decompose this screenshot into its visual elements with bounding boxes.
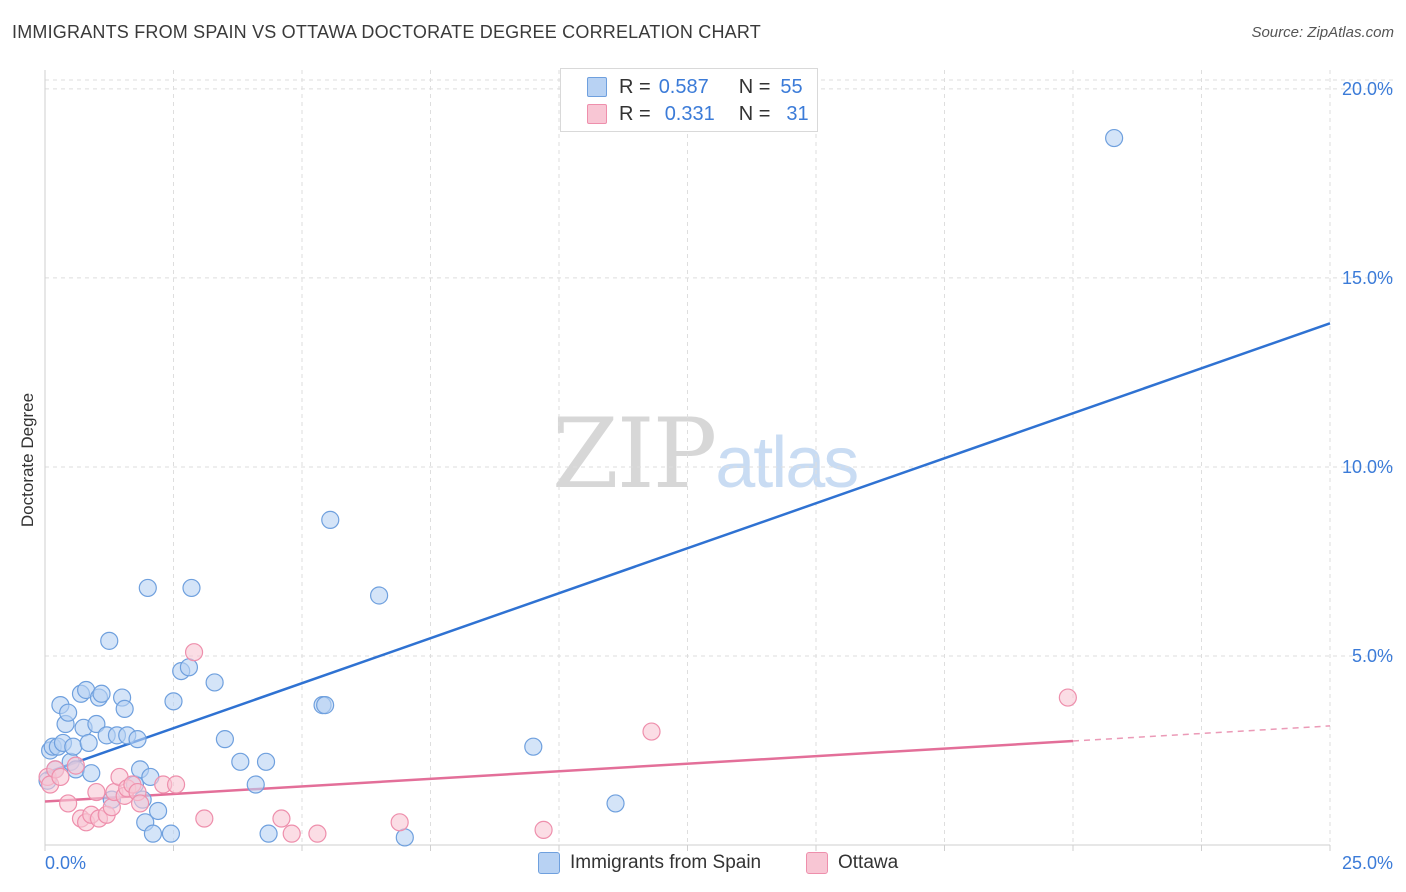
legend-r-value: 0.587 bbox=[658, 75, 709, 98]
axes bbox=[44, 70, 1331, 851]
point-ottawa bbox=[390, 813, 409, 832]
legend-swatch-ottawa bbox=[806, 852, 828, 874]
watermark-zip: ZIP bbox=[552, 398, 717, 510]
legend-n-label: N = bbox=[738, 102, 771, 125]
trendlines bbox=[44, 322, 1331, 803]
point-ottawa bbox=[184, 643, 204, 662]
tick-labels: 5.0% 10.0% 15.0% 20.0% 0.0% 25.0% bbox=[45, 79, 1393, 873]
x-tick-label: 25.0% bbox=[1342, 853, 1393, 873]
legend-n-value: 31 bbox=[786, 102, 809, 125]
point-spain bbox=[606, 794, 625, 813]
legend-label-ottawa: Ottawa bbox=[838, 852, 899, 873]
point-spain bbox=[259, 824, 278, 843]
legend-row-spain: R = 0.587 N = 55 bbox=[587, 74, 803, 100]
legend-item-ottawa[interactable]: Ottawa bbox=[806, 852, 898, 874]
point-spain bbox=[246, 775, 265, 794]
point-ottawa bbox=[282, 824, 301, 843]
legend-n-value: 55 bbox=[780, 75, 803, 98]
point-spain bbox=[143, 824, 163, 843]
point-spain bbox=[316, 696, 335, 715]
point-spain bbox=[115, 699, 134, 719]
point-spain bbox=[321, 510, 340, 529]
point-ottawa bbox=[272, 809, 291, 828]
point-ottawa bbox=[87, 782, 106, 802]
y-tick-label: 20.0% bbox=[1342, 79, 1393, 99]
legend-swatch-spain bbox=[538, 852, 560, 874]
trendline-spain bbox=[44, 322, 1331, 775]
point-spain bbox=[87, 714, 106, 734]
legend-r-label: R = bbox=[619, 102, 651, 125]
x-tick-label: 0.0% bbox=[45, 853, 86, 873]
legend-swatch-spain bbox=[587, 77, 607, 97]
watermark-atlas: atlas bbox=[715, 423, 859, 503]
series-legend: Immigrants from Spain Ottawa bbox=[0, 852, 1406, 878]
legend-n-label: N = bbox=[738, 75, 771, 98]
trendline-ottawa bbox=[44, 739, 1074, 803]
point-spain bbox=[128, 730, 147, 749]
point-spain bbox=[179, 658, 199, 677]
point-spain bbox=[524, 737, 543, 756]
point-ottawa bbox=[1058, 688, 1077, 707]
source-label: Source: ZipAtlas.com bbox=[1251, 24, 1394, 41]
point-spain bbox=[64, 737, 83, 756]
point-spain bbox=[205, 673, 224, 692]
data-points bbox=[38, 128, 1124, 847]
legend-swatch-ottawa bbox=[587, 104, 607, 124]
chart-title: IMMIGRANTS FROM SPAIN VS OTTAWA DOCTORAT… bbox=[12, 22, 761, 42]
point-spain bbox=[100, 631, 119, 650]
point-spain bbox=[148, 801, 168, 821]
point-ottawa bbox=[130, 794, 150, 813]
correlation-legend: R = 0.587 N = 55 R = 0.331 N = 31 bbox=[560, 68, 818, 132]
point-spain bbox=[395, 828, 414, 847]
point-spain bbox=[92, 684, 111, 703]
point-ottawa bbox=[195, 809, 214, 828]
watermark: ZIPatlas bbox=[552, 398, 859, 510]
y-axis-label: Doctorate Degree bbox=[18, 392, 37, 528]
trendline-ottawa-extension bbox=[1072, 725, 1331, 742]
point-spain bbox=[231, 752, 250, 771]
point-spain bbox=[79, 733, 98, 753]
legend-r-label: R = bbox=[619, 75, 651, 98]
point-ottawa bbox=[51, 767, 70, 787]
point-ottawa bbox=[59, 794, 78, 813]
point-ottawa bbox=[642, 722, 661, 741]
grid bbox=[45, 70, 1395, 845]
point-spain bbox=[164, 692, 183, 711]
point-ottawa bbox=[166, 775, 186, 794]
point-spain bbox=[59, 703, 78, 722]
point-spain bbox=[138, 578, 157, 598]
point-spain bbox=[82, 764, 101, 783]
y-tick-label: 5.0% bbox=[1352, 646, 1393, 666]
legend-label-spain: Immigrants from Spain bbox=[570, 852, 762, 873]
legend-r-value: 0.331 bbox=[664, 102, 715, 125]
y-tick-label: 10.0% bbox=[1342, 457, 1393, 477]
point-spain bbox=[1105, 128, 1124, 148]
point-ottawa bbox=[308, 824, 327, 843]
point-spain bbox=[182, 578, 201, 598]
legend-item-spain[interactable]: Immigrants from Spain bbox=[538, 852, 761, 874]
point-ottawa bbox=[66, 756, 85, 775]
point-spain bbox=[256, 752, 276, 771]
point-spain bbox=[370, 586, 389, 605]
point-spain bbox=[161, 824, 181, 843]
point-ottawa bbox=[534, 820, 553, 839]
y-tick-label: 15.0% bbox=[1342, 268, 1393, 288]
legend-row-ottawa: R = 0.331 N = 31 bbox=[587, 101, 809, 127]
point-spain bbox=[215, 730, 234, 749]
